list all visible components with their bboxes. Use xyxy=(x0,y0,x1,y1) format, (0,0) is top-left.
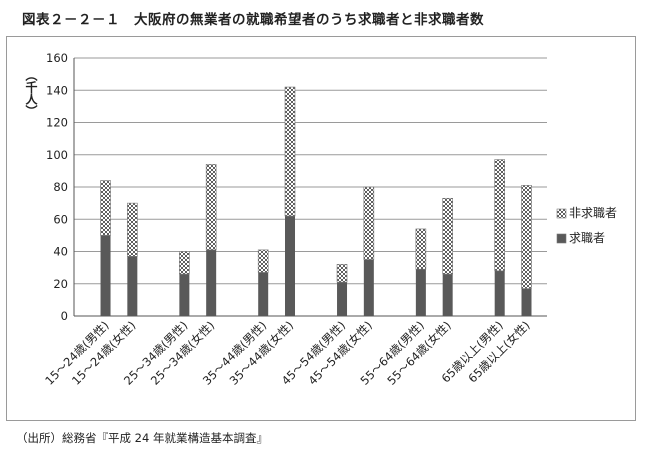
bar-not-seeking xyxy=(415,228,427,270)
bar-not-seeking xyxy=(494,159,506,272)
bar-not-seeking xyxy=(257,249,269,273)
legend-seeking-label: 求職者 xyxy=(569,231,605,245)
bar-not-seeking xyxy=(363,186,375,260)
y-tick-label: 140 xyxy=(46,83,68,97)
bar-seeking xyxy=(127,256,138,316)
y-axis-label: （千人） xyxy=(24,69,38,117)
stacked-bar-chart: 02040608010012014016015～24歳(男性)15～24歳(女性… xyxy=(24,51,617,388)
bar-seeking xyxy=(363,259,374,316)
bar-seeking xyxy=(258,272,269,316)
legend-seeking-swatch xyxy=(556,233,567,244)
bar-not-seeking xyxy=(205,164,217,251)
bar-seeking xyxy=(337,282,348,316)
page-title: 図表２－２－１ 大阪府の無業者の就職希望者のうち求職者と非求職者数 xyxy=(22,12,484,28)
y-tick-label: 60 xyxy=(53,212,68,226)
bar-seeking xyxy=(521,288,532,316)
axes xyxy=(73,58,547,317)
legend-not-seeking-label: 非求職者 xyxy=(569,206,617,220)
bar-seeking xyxy=(285,216,296,316)
bar-seeking xyxy=(415,269,426,316)
bar-not-seeking xyxy=(336,264,348,283)
bar-not-seeking xyxy=(179,251,190,275)
bar-seeking xyxy=(442,274,453,316)
gridlines xyxy=(74,57,547,285)
source-note: （出所）総務省『平成 24 年就業構造基本調査』 xyxy=(16,431,268,445)
bar-not-seeking xyxy=(442,197,453,275)
bar-seeking xyxy=(100,235,111,316)
bar-not-seeking xyxy=(127,202,138,257)
bar-seeking xyxy=(206,249,217,316)
y-tick-label: 160 xyxy=(46,51,68,65)
y-tick-label: 40 xyxy=(53,245,68,259)
y-tick-label: 20 xyxy=(53,277,68,291)
legend-not-seeking-swatch xyxy=(556,208,567,219)
bar-not-seeking xyxy=(100,180,111,236)
y-tick-label: 120 xyxy=(46,116,68,130)
chart-frame: 0 20 40 60 80 100 120 140 160 15～24歳(男性) 15～24歳(女性… xyxy=(6,36,636,421)
bars xyxy=(100,86,532,316)
bar-seeking xyxy=(179,274,190,316)
y-tick-label: 0 xyxy=(61,309,68,323)
y-tick-label: 80 xyxy=(53,180,68,194)
bar-seeking xyxy=(494,270,505,316)
bar-not-seeking xyxy=(284,86,296,217)
bar-not-seeking xyxy=(521,185,532,289)
y-tick-label: 100 xyxy=(46,148,68,162)
